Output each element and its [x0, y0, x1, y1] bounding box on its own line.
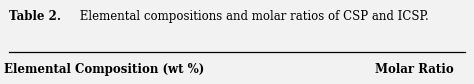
Text: Table 2.: Table 2.: [9, 10, 61, 23]
Text: Elemental Composition (wt %): Elemental Composition (wt %): [4, 63, 204, 76]
Text: Elemental compositions and molar ratios of CSP and ICSP.: Elemental compositions and molar ratios …: [76, 10, 428, 23]
Text: Molar Ratio: Molar Ratio: [375, 63, 454, 76]
